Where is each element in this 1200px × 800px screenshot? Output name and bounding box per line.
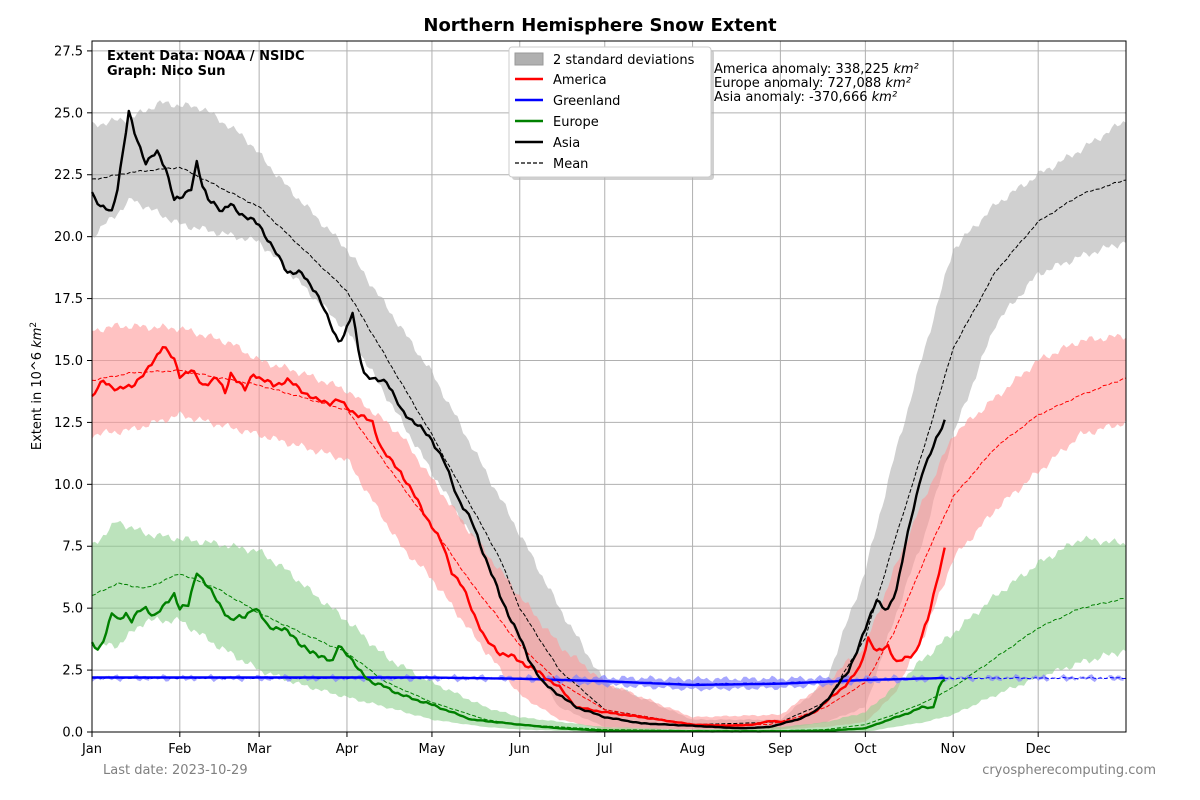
y-tick-label: 15.0 [54, 354, 83, 369]
last-date-text: Last date: 2023-10-29 [103, 763, 248, 778]
y-tick-label: 12.5 [54, 416, 83, 431]
y-tick-label: 27.5 [54, 44, 83, 59]
x-tick-label: Aug [680, 742, 705, 757]
band-asia [92, 100, 1126, 730]
y-tick-label: 5.0 [62, 602, 83, 617]
mean-line-europe [91, 573, 1126, 732]
actual-lines [90, 109, 946, 733]
y-axis-label: Extent in 10^6 km2 [29, 322, 45, 450]
anomaly-text-block: America anomaly: 338,225 km² Europe anom… [714, 62, 919, 105]
legend: 2 standard deviations America Greenland … [508, 46, 714, 180]
chart-title: Northern Hemisphere Snow Extent [423, 15, 777, 36]
line-europe [90, 572, 946, 733]
x-tick-label: Jul [596, 742, 613, 757]
y-tick-label: 22.5 [54, 168, 83, 183]
credit-graph-author: Graph: Nico Sun [107, 64, 226, 79]
x-tick-label: Dec [1026, 742, 1051, 757]
source-url-text: cryospherecomputing.com [982, 763, 1156, 778]
y-tick-label: 0.0 [62, 726, 83, 741]
x-tick-label: May [418, 742, 445, 757]
x-tick-label: Feb [168, 742, 191, 757]
x-tick-label: Oct [854, 742, 876, 757]
legend-label-std: 2 standard deviations [553, 53, 695, 68]
plot-area: 0.0 2.5 5.0 7.5 10.0 12.5 15.0 17.5 20.0 22.5 25.0… [54, 41, 1127, 757]
america-anomaly-text: America anomaly: 338,225 km² [714, 62, 919, 77]
plot-frame [91, 40, 1127, 733]
x-tick-label: Nov [941, 742, 967, 757]
legend-swatch-std [514, 52, 544, 66]
x-tick-label: Mar [247, 742, 272, 757]
y-tick-label: 20.0 [54, 230, 83, 245]
band-europe [92, 520, 1126, 732]
legend-label-asia: Asia [553, 136, 580, 151]
line-asia [90, 109, 946, 730]
legend-box [508, 46, 712, 178]
europe-anomaly-text: Europe anomaly: 727,088 km² [714, 76, 911, 91]
legend-label-greenland: Greenland [553, 94, 620, 109]
y-tick-label: 2.5 [62, 664, 83, 679]
legend-label-america: America [553, 73, 607, 88]
line-greenland [92, 676, 945, 687]
band-america [92, 322, 1126, 730]
credit-data-source: Extent Data: NOAA / NSIDC [107, 49, 304, 64]
y-tick-label: 25.0 [54, 106, 83, 121]
x-tick-label: Apr [336, 742, 359, 757]
x-tick-label: Jan [81, 742, 102, 757]
legend-label-mean: Mean [553, 157, 588, 172]
asia-anomaly-text: Asia anomaly: -370,666 km² [714, 90, 897, 105]
legend-label-europe: Europe [553, 115, 599, 130]
mean-line-america [91, 369, 1127, 726]
x-tick-label: Jun [509, 742, 530, 757]
y-tick-label: 17.5 [54, 292, 83, 307]
y-tick-label: 10.0 [54, 478, 83, 493]
x-tick-label: Sep [768, 742, 793, 757]
y-tick-label: 7.5 [62, 540, 83, 555]
